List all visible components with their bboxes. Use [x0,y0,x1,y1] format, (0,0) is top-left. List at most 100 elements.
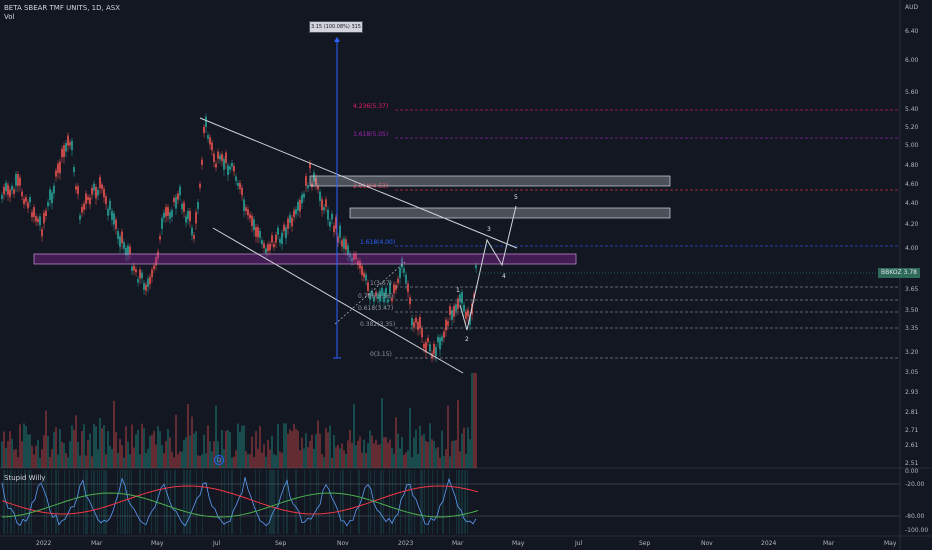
volume-bar [245,451,247,468]
symbol-title[interactable]: BETA SBEAR TMF UNITS, 1D, ASX [4,4,120,12]
indicator-shade [409,470,410,534]
volume-bar [83,424,85,468]
indicator-shade [271,470,272,534]
candle-body [181,203,183,210]
volume-bar [337,444,339,468]
candle-body [79,215,81,220]
candle-body [149,276,151,285]
volume-bar [261,452,263,468]
candle-body [199,183,201,188]
volume-bar [25,425,27,468]
candle-body [15,173,17,186]
candle-body [265,248,267,254]
candle-body [217,151,219,159]
volume-bar [425,440,427,468]
volume-bar [43,435,45,468]
indicator-shade [274,470,275,534]
candle-body [103,188,105,198]
candle-body [449,306,451,315]
candle-body [159,236,161,240]
volume-bar [435,448,437,468]
candle-body [439,337,441,350]
volume-bar [187,403,189,468]
candle-body [445,319,447,331]
candle-body [393,284,395,294]
candle-body [465,311,467,319]
candle-body [83,203,85,210]
indicator-shade [94,470,95,534]
volume-bar [295,428,297,468]
candle-body [145,284,147,291]
volume-bar [447,405,449,468]
volume-bar [179,451,181,468]
candle-body [105,196,107,205]
volume-bar [207,425,209,468]
indicator-shade [408,470,409,534]
indicator-shade [340,470,341,534]
volume-bar [331,457,333,468]
volume-bar [123,457,125,468]
candle-body [407,283,409,293]
volume-bar [183,440,185,468]
candle-body [455,304,457,312]
candle-body [73,167,75,173]
candle-body [325,199,327,207]
candle-body [287,218,289,229]
indicator-shade [91,470,92,534]
candle-body [71,140,73,151]
volume-bar [129,454,131,468]
price-tick-label: 4.00 [905,245,919,252]
candle-body [129,246,131,254]
indicator-shade [449,470,450,534]
candle-body [47,202,49,207]
volume-bar [95,426,97,468]
indicator-shade [170,470,171,534]
indicator-shade [25,470,26,534]
candle-body [315,177,317,185]
volume-label[interactable]: Vol [4,13,15,21]
volume-bar [363,439,365,468]
volume-bar [281,452,283,468]
volume-bar [17,457,19,468]
volume-bar [263,444,265,468]
time-tick-label: 2022 [36,540,51,547]
indicator-shade [269,470,270,534]
volume-bar [151,434,153,468]
candle-body [391,297,393,302]
candle-body [5,182,7,192]
volume-bar [199,456,201,468]
volume-bar [139,454,141,468]
volume-bar [327,432,329,468]
candle-body [321,199,323,211]
time-tick-label: May [884,540,897,547]
volume-bar [75,415,77,468]
time-tick-label: 2023 [398,540,413,547]
volume-bar [97,449,99,468]
volume-bar [383,437,385,468]
fib-level-label: 0.786(3.56) [358,293,393,300]
indicator-shade [255,470,256,534]
volume-bar [293,424,295,468]
volume-bar [297,430,299,468]
indicator-shade [304,470,305,534]
price-tick-label: 6.00 [905,57,919,64]
dividend-marker-icon[interactable]: D [214,455,224,465]
candle-body [277,227,279,235]
volume-bar [353,404,355,468]
elliott-wave-path [459,205,517,331]
candle-body [451,310,453,320]
volume-bar [243,425,245,468]
wave-label: 4 [502,273,506,280]
candle-body [255,226,257,237]
indicator-title[interactable]: Stupid Willy [4,474,46,482]
volume-bar [181,451,183,468]
volume-bar [369,430,371,468]
volume-bar [127,441,129,468]
volume-bar [413,437,415,468]
indicator-shade [166,470,167,534]
candle-body [273,243,275,248]
volume-bar [45,410,47,468]
candle-body [3,186,5,195]
candle-body [279,239,281,243]
